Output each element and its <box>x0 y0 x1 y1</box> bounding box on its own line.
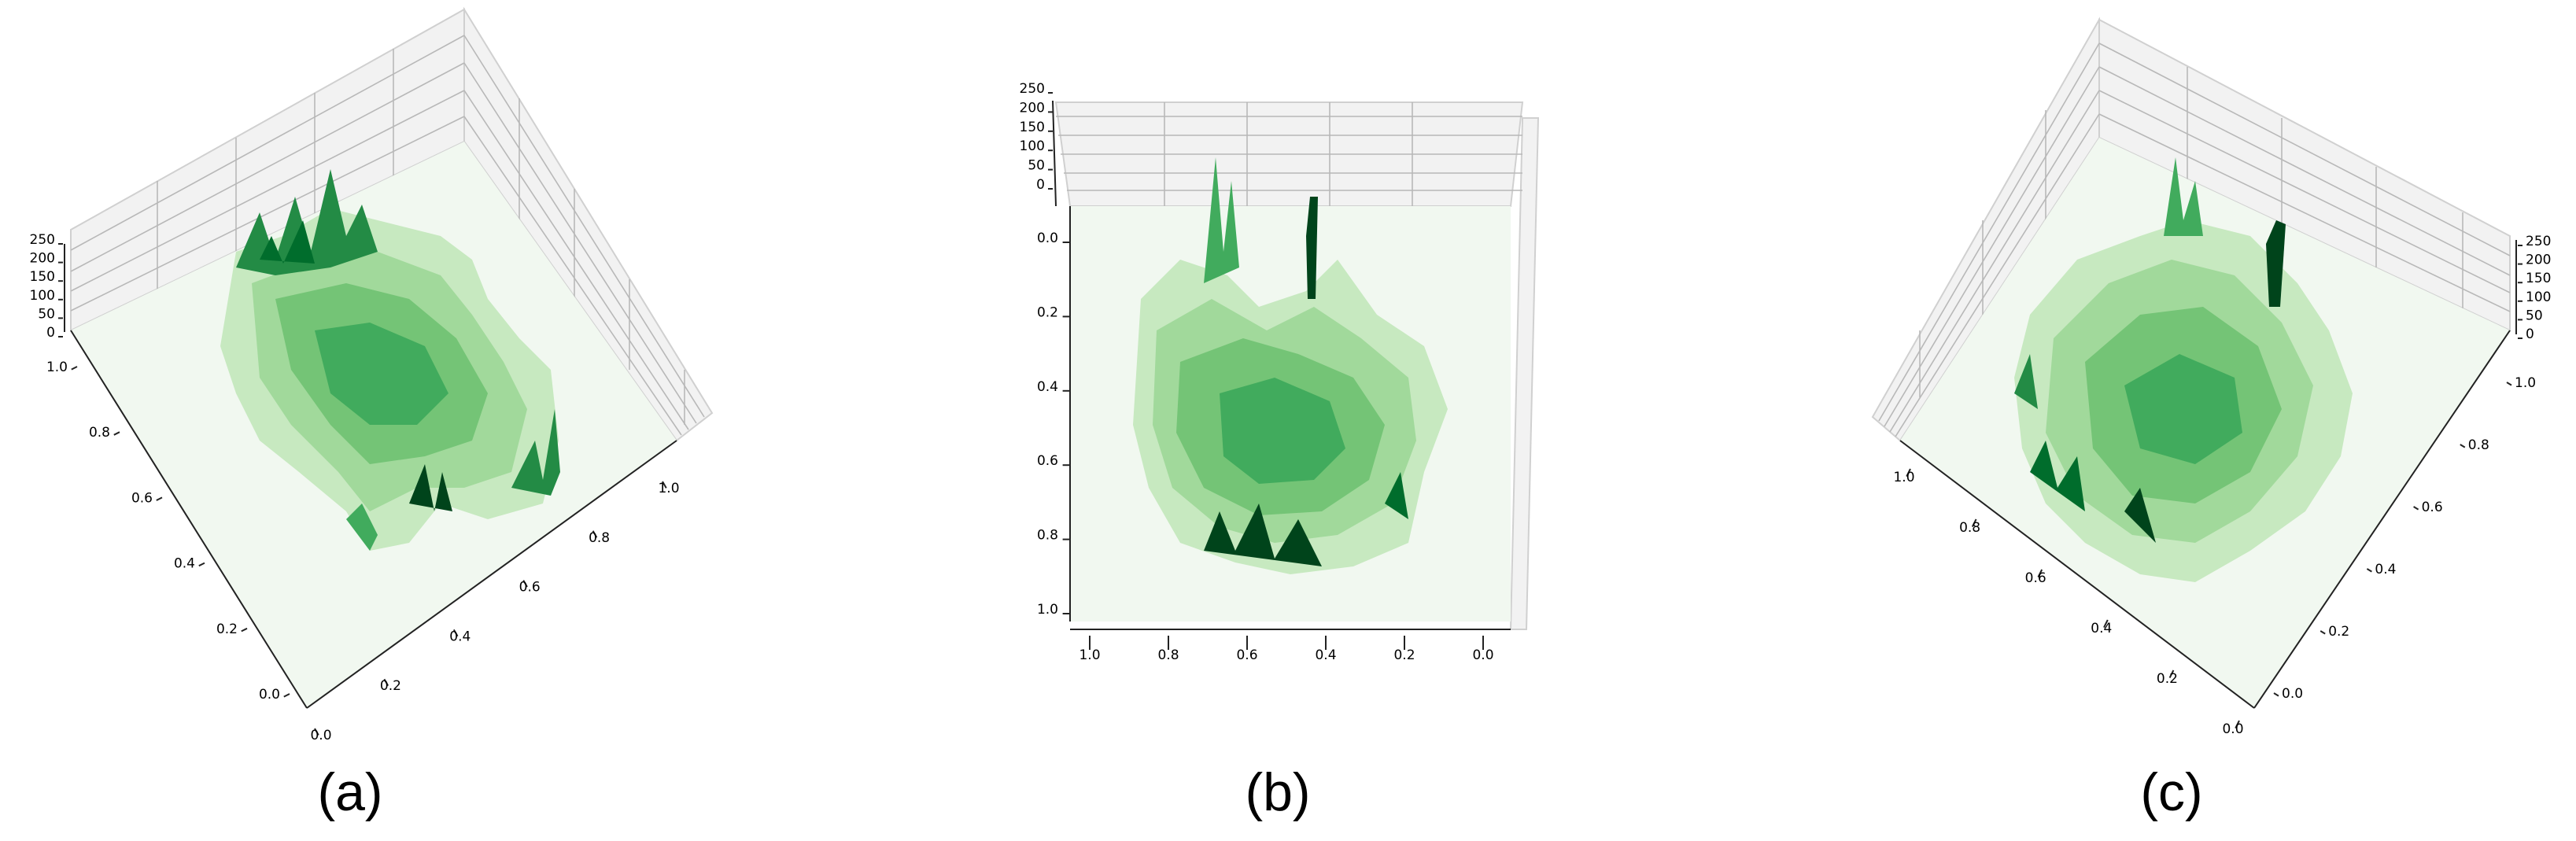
y-axis-tick-label: 0.4 <box>1037 379 1058 395</box>
x-axis-tick-label: 0.8 <box>1157 647 1179 663</box>
z-axis-tick-label: 0 <box>2526 326 2534 342</box>
y-axis-tick-mark <box>113 431 120 436</box>
y-axis-tick-label: 0.8 <box>1037 528 1058 544</box>
axis-x <box>2253 330 2511 709</box>
z-axis-tick-label: 250 <box>1020 81 1045 97</box>
z-axis-tick-label: 50 <box>2526 308 2543 323</box>
x-axis-tick-label: 0.8 <box>589 530 610 546</box>
axis-x <box>306 440 677 709</box>
x-axis-tick-mark <box>522 580 528 588</box>
z-axis-tick-label: 250 <box>2526 234 2551 249</box>
y-axis-tick-label: 0.0 <box>1037 231 1058 246</box>
y-axis-tick-label: 0.2 <box>216 622 238 637</box>
z-axis-tick-label: 50 <box>38 306 55 322</box>
y-axis-tick-mark <box>2103 619 2109 629</box>
panel-b: 0 50 100 150 200 250 0.0 0.2 0.4 0.6 0.8 1.0 1.0 0.8 0… <box>1020 81 1540 822</box>
x-axis-tick-label: 0.2 <box>2328 624 2349 640</box>
panel-label: (b) <box>1245 762 1310 822</box>
x-axis-tick-label: 1.0 <box>2515 375 2536 391</box>
axis-y <box>1899 440 2255 709</box>
x-axis-tick-label: 0.6 <box>1236 647 1257 663</box>
z-axis-tick-label: 50 <box>1028 158 1045 174</box>
y-axis-tick-mark <box>1906 468 1911 478</box>
x-axis-tick-mark <box>662 481 667 489</box>
z-axis-tick-label: 100 <box>2526 290 2551 305</box>
z-axis-tick-label: 250 <box>30 232 55 248</box>
back-grid <box>70 35 705 436</box>
x-axis-tick-label: 1.0 <box>658 481 679 496</box>
z-axis-tick-label: 100 <box>30 288 55 304</box>
panel-a: 0 50 100 150 200 250 0.0 0.2 0.4 0.6 0.8 1.0 0.0 0.2 0… <box>30 6 714 822</box>
z-axis-tick-label: 100 <box>1020 138 1045 154</box>
y-axis-tick-label: 0.0 <box>259 687 280 703</box>
x-axis-tick-label: 0.8 <box>2468 437 2489 453</box>
x-axis-tick-mark <box>2320 630 2326 635</box>
y-axis-tick-mark <box>241 627 248 633</box>
z-axis-tick-label: 200 <box>2526 253 2551 268</box>
z-axis-tick-label: 0 <box>1036 177 1045 193</box>
y-axis-tick-label: 1.0 <box>1893 470 1914 485</box>
y-axis-tick-mark <box>2037 569 2043 578</box>
y-axis-tick-label: 1.0 <box>1037 602 1058 618</box>
axis-z <box>1052 100 1057 207</box>
x-axis-tick-mark <box>314 728 319 736</box>
y-axis-tick-mark <box>2168 669 2175 679</box>
z-axis-tick-label: 150 <box>1020 120 1045 135</box>
y-axis-tick-label: 0.4 <box>174 556 195 572</box>
y-axis-tick-label: 0.8 <box>1959 520 1980 536</box>
x-axis-tick-label: 0.4 <box>449 629 471 644</box>
panel-c: 0 50 100 150 200 250 0.0 0.2 0.4 0.6 0.8 1.0 0.0 0.2 0… <box>1871 17 2551 822</box>
back-grid <box>1056 102 1522 206</box>
axis-y <box>70 330 308 709</box>
y-axis-tick-label: 0.6 <box>1037 453 1058 469</box>
y-axis-tick-label: 0.2 <box>2157 671 2178 687</box>
surface <box>1133 157 1448 574</box>
x-axis-tick-label: 1.0 <box>1079 647 1100 663</box>
panel-label: (a) <box>317 762 382 822</box>
x-axis-tick-mark <box>2366 568 2372 573</box>
x-axis-tick-label: 0.4 <box>2375 562 2396 577</box>
y-axis-tick-label: 0.2 <box>1037 304 1058 320</box>
y-axis-tick-label: 0.0 <box>2222 721 2243 737</box>
x-axis-tick-mark <box>2506 382 2512 386</box>
y-axis-tick-label: 0.6 <box>131 490 153 506</box>
x-axis-tick-mark <box>2460 444 2466 448</box>
x-axis-tick-mark <box>592 530 598 538</box>
x-axis-tick-mark <box>452 629 459 637</box>
surface <box>220 169 560 551</box>
y-axis-tick-label: 1.0 <box>46 360 68 375</box>
y-axis-tick-mark <box>71 366 78 371</box>
side-pane-right <box>1509 117 1540 630</box>
z-axis-tick-label: 0 <box>46 325 55 341</box>
z-axis-tick-label: 200 <box>1020 100 1045 116</box>
x-axis-tick-label: 0.2 <box>380 678 401 694</box>
y-axis-tick-label: 0.6 <box>2025 570 2046 586</box>
z-axis-tick-label: 150 <box>2526 271 2551 286</box>
x-axis-tick-mark <box>2273 692 2279 697</box>
z-axis-tick-label: 200 <box>30 251 55 267</box>
x-axis-tick-label: 0.6 <box>2422 500 2443 515</box>
x-axis-tick-label: 0.2 <box>1393 647 1415 663</box>
x-axis-tick-label: 0.0 <box>1472 647 1493 663</box>
y-axis-tick-label: 0.8 <box>89 425 110 441</box>
y-axis-tick-mark <box>283 693 290 698</box>
y-axis-tick-mark <box>2235 720 2240 729</box>
y-axis-tick-mark <box>198 562 205 567</box>
x-axis-tick-label: 0.4 <box>1315 647 1336 663</box>
y-axis-tick-mark <box>1971 518 1977 528</box>
x-axis-tick-label: 0.0 <box>2282 686 2303 702</box>
x-axis-tick-label: 0.0 <box>310 728 331 743</box>
surface <box>2014 157 2353 582</box>
x-axis-tick-mark <box>2413 506 2419 511</box>
panel-label: (c) <box>2140 762 2202 822</box>
z-axis-tick-label: 150 <box>30 269 55 285</box>
y-axis-tick-label: 0.4 <box>2091 621 2112 636</box>
back-grid <box>1878 42 2511 437</box>
x-axis-tick-label: 0.6 <box>519 580 541 596</box>
x-axis-tick-mark <box>383 678 389 687</box>
y-axis-tick-mark <box>156 496 163 501</box>
